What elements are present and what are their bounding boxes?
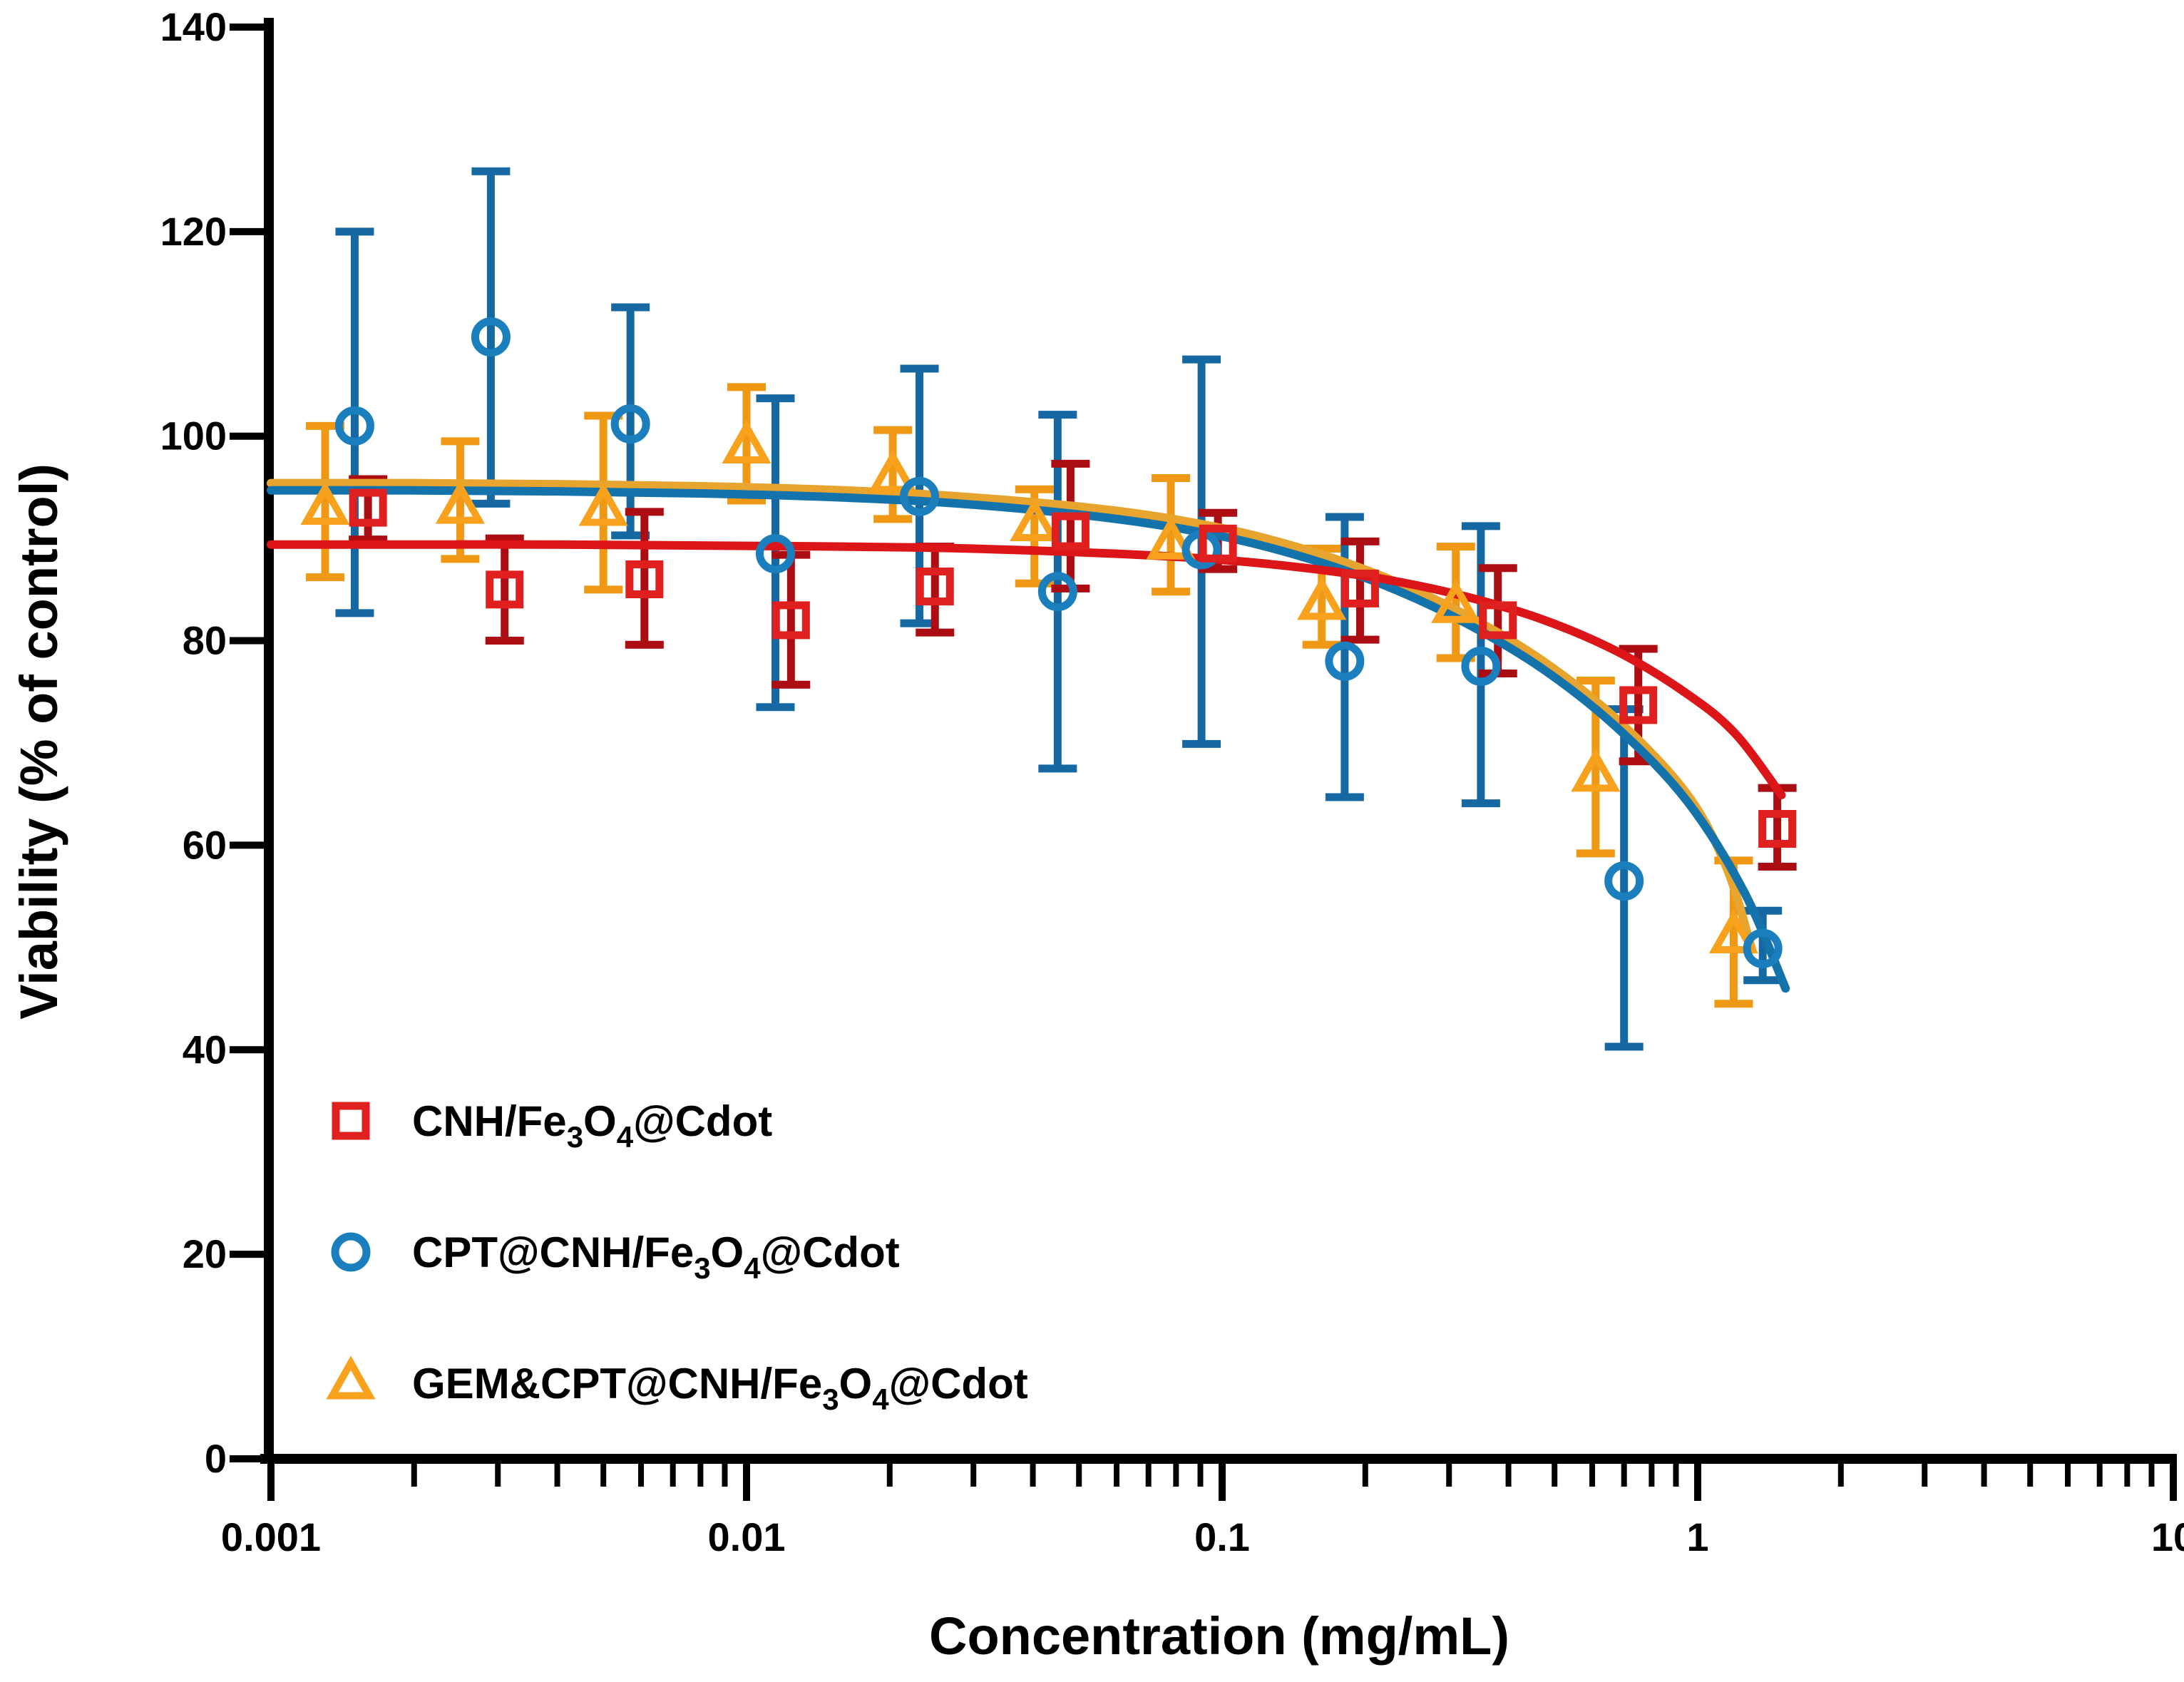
legend-label: CNH/Fe3​O4​@Cdot: [412, 1097, 772, 1154]
data-point-circle-marker: [1743, 928, 1783, 968]
data-point-triangle-marker: [722, 419, 771, 463]
data-point-triangle-marker: [1146, 516, 1196, 560]
x-axis-title: Concentration (mg/mL): [929, 1606, 1509, 1666]
data-point-triangle-marker: [435, 480, 485, 524]
x-tick-label: 0.01: [708, 1514, 786, 1559]
data-point-square-marker: [625, 560, 664, 599]
y-tick-label: 80: [183, 618, 227, 663]
legend-entry: CPT@CNH/Fe3​O4​@Cdot: [331, 1229, 900, 1285]
data-point-circle-marker: [334, 406, 374, 446]
y-tick-label: 120: [160, 209, 227, 254]
legend: CNH/Fe3​O4​@Cdot CPT@CNH/Fe3​O4​@Cdot GEM&…: [326, 1097, 1028, 1416]
data-point-square-marker: [916, 568, 954, 606]
data-point-square-marker: [1479, 601, 1517, 640]
error-bars: [306, 167, 1797, 1051]
data-point-circle-marker: [471, 317, 511, 357]
data-point-square-marker: [486, 570, 524, 609]
data-points: [300, 317, 1797, 968]
axes: 0 20 40 60 80 100 120 140 0.001 0.01 0.1 1 10: [160, 4, 2184, 1559]
legend-entry: GEM&CPT@CNH/Fe3​O4​@Cdot: [326, 1355, 1028, 1416]
data-point-circle-marker: [1461, 646, 1501, 686]
data-point-triangle-marker: [1571, 748, 1621, 792]
data-point-circle-marker: [900, 476, 940, 516]
y-tick-label: 100: [160, 414, 227, 458]
y-tick-label: 60: [183, 822, 227, 867]
x-tick-label: 10: [2151, 1514, 2184, 1559]
legend-label: GEM&CPT@CNH/Fe3​O4​@Cdot: [412, 1360, 1028, 1416]
data-point-square-marker: [332, 1102, 370, 1140]
data-point-square-marker: [771, 601, 810, 640]
x-tick-label: 1: [1686, 1514, 1708, 1559]
data-point-triangle-marker: [1297, 576, 1347, 620]
data-point-square-marker: [1340, 569, 1379, 607]
legend-entry: CNH/Fe3​O4​@Cdot: [332, 1097, 772, 1154]
fit-curve-triangle: [267, 478, 1756, 954]
data-point-circle-marker: [1037, 572, 1077, 612]
data-point-triangle-marker: [300, 481, 350, 525]
legend-label: CPT@CNH/Fe3​O4​@Cdot: [412, 1229, 900, 1285]
fit-curve-circle: [267, 486, 1790, 993]
data-point-circle-marker: [331, 1232, 371, 1272]
y-axis-title: Viability (% of control): [9, 463, 68, 1020]
data-point-triangle-marker: [578, 482, 628, 526]
data-point-triangle-marker: [1010, 497, 1060, 541]
data-point-triangle-marker: [326, 1355, 376, 1400]
y-tick-label: 140: [160, 4, 227, 49]
series-triangle-points: [300, 419, 1758, 953]
data-point-square-marker: [1758, 809, 1797, 848]
error-bars-triangle: [306, 383, 1753, 1008]
data-point-circle-marker: [1325, 641, 1365, 681]
data-point-square-marker: [1619, 686, 1658, 724]
data-point-square-marker: [349, 488, 387, 527]
data-point-circle-marker: [755, 534, 795, 574]
plot-area: 0 20 40 60 80 100 120 140 0.001 0.01 0.1 1 10: [160, 4, 2184, 1559]
x-tick-label: 0.1: [1194, 1514, 1250, 1559]
series-circle-points: [334, 317, 1783, 968]
data-point-triangle-marker: [1431, 579, 1481, 623]
series-square-points: [349, 488, 1797, 848]
y-tick-label: 0: [205, 1436, 227, 1481]
data-point-square-marker: [1199, 524, 1237, 563]
data-point-circle-marker: [610, 404, 650, 443]
y-tick-label: 40: [183, 1027, 227, 1072]
data-point-triangle-marker: [1708, 909, 1758, 953]
data-point-triangle-marker: [868, 449, 918, 493]
y-tick-label: 20: [183, 1231, 227, 1276]
x-tick-label: 0.001: [221, 1514, 321, 1559]
data-point-square-marker: [1051, 512, 1090, 550]
data-point-circle-marker: [1604, 861, 1644, 901]
